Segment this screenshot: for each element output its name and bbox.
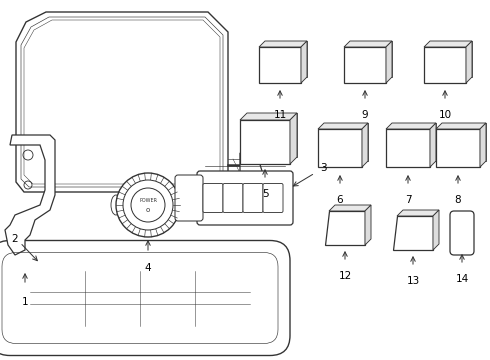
Circle shape: [123, 180, 173, 230]
Text: 13: 13: [406, 276, 419, 286]
Polygon shape: [325, 211, 365, 245]
Text: 6: 6: [337, 195, 343, 205]
Polygon shape: [430, 123, 436, 167]
Polygon shape: [397, 210, 439, 216]
FancyBboxPatch shape: [263, 184, 283, 212]
Polygon shape: [344, 41, 392, 47]
Polygon shape: [290, 113, 297, 164]
Polygon shape: [386, 129, 430, 167]
Circle shape: [131, 188, 165, 222]
Text: 12: 12: [339, 271, 352, 281]
Text: 7: 7: [405, 195, 411, 205]
Circle shape: [116, 173, 180, 237]
Polygon shape: [318, 123, 368, 129]
Polygon shape: [480, 123, 486, 167]
FancyBboxPatch shape: [450, 211, 474, 255]
Ellipse shape: [111, 195, 121, 215]
Text: POWER: POWER: [139, 198, 157, 202]
FancyBboxPatch shape: [203, 184, 223, 212]
Text: 3: 3: [320, 163, 327, 173]
Polygon shape: [386, 123, 436, 129]
Polygon shape: [433, 210, 439, 250]
Polygon shape: [424, 41, 472, 47]
Text: 9: 9: [362, 110, 368, 120]
Text: 5: 5: [262, 189, 269, 199]
Polygon shape: [393, 216, 433, 250]
FancyBboxPatch shape: [175, 175, 203, 221]
Polygon shape: [318, 129, 362, 167]
Polygon shape: [240, 120, 290, 164]
Polygon shape: [436, 129, 480, 167]
Polygon shape: [259, 47, 301, 83]
Polygon shape: [344, 47, 386, 83]
Polygon shape: [365, 205, 371, 245]
Polygon shape: [301, 41, 307, 83]
Polygon shape: [466, 41, 472, 83]
Polygon shape: [259, 41, 307, 47]
FancyBboxPatch shape: [0, 240, 290, 356]
Text: 1: 1: [22, 297, 28, 307]
Polygon shape: [240, 153, 262, 190]
Text: 8: 8: [455, 195, 461, 205]
Text: 14: 14: [455, 274, 468, 284]
Polygon shape: [329, 205, 371, 211]
FancyBboxPatch shape: [197, 171, 293, 225]
Polygon shape: [386, 41, 392, 83]
Text: 2: 2: [12, 234, 18, 244]
Polygon shape: [436, 123, 486, 129]
Text: 11: 11: [273, 110, 287, 120]
PathPatch shape: [5, 135, 55, 255]
Text: 10: 10: [439, 110, 452, 120]
Text: ᴏ: ᴏ: [146, 207, 150, 213]
FancyBboxPatch shape: [223, 184, 243, 212]
Polygon shape: [362, 123, 368, 167]
Polygon shape: [424, 47, 466, 83]
PathPatch shape: [16, 12, 228, 192]
Polygon shape: [240, 113, 297, 120]
FancyBboxPatch shape: [243, 184, 263, 212]
Text: 4: 4: [145, 263, 151, 273]
